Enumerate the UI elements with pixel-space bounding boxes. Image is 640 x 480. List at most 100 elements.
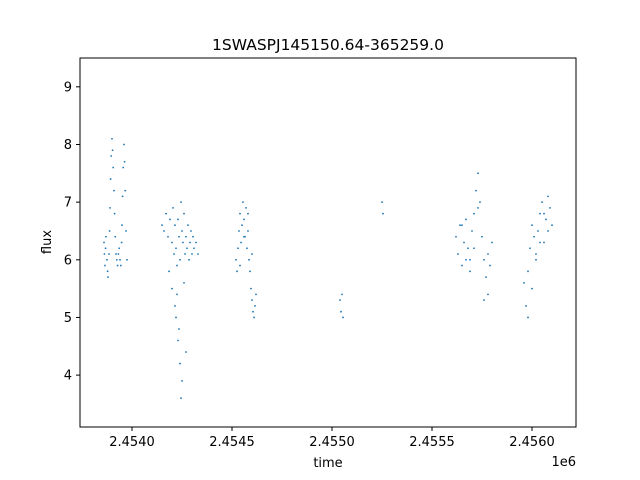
x-tick-label: 2.4550 xyxy=(309,435,355,450)
data-point xyxy=(523,281,525,284)
data-point xyxy=(109,178,112,180)
data-point xyxy=(250,287,252,290)
data-point xyxy=(235,258,237,261)
data-point xyxy=(237,247,239,250)
data-point xyxy=(108,253,110,255)
data-point xyxy=(123,143,125,146)
data-point xyxy=(183,281,185,284)
data-point xyxy=(176,293,178,296)
data-point xyxy=(525,305,527,307)
y-axis-ticks: 4 5 6 7 8 9 xyxy=(64,80,80,384)
data-point xyxy=(124,189,127,192)
data-point xyxy=(241,224,243,227)
data-point xyxy=(176,264,178,267)
data-point xyxy=(246,247,248,250)
y-tick-label: 8 xyxy=(64,138,72,153)
data-point xyxy=(477,207,479,209)
data-point xyxy=(195,241,197,244)
data-point xyxy=(119,258,121,261)
data-point xyxy=(535,258,537,261)
y-axis-label: flux xyxy=(40,230,55,254)
data-point xyxy=(527,270,529,273)
data-point xyxy=(168,270,170,273)
data-point xyxy=(465,258,467,261)
data-point xyxy=(342,316,344,319)
data-point xyxy=(533,235,535,238)
data-point xyxy=(172,207,174,209)
x-tick-label: 2.4545 xyxy=(209,435,255,450)
data-point xyxy=(120,241,123,244)
data-point xyxy=(461,224,463,227)
data-point xyxy=(191,253,193,255)
data-point xyxy=(382,212,384,215)
data-point xyxy=(539,241,541,244)
data-point xyxy=(185,235,187,238)
data-point xyxy=(189,241,191,244)
data-point xyxy=(477,172,479,175)
x-axis-label: time xyxy=(313,456,342,471)
data-point xyxy=(174,305,176,307)
y-tick-label: 6 xyxy=(64,253,72,268)
data-point xyxy=(551,224,553,227)
data-point xyxy=(535,253,537,255)
data-point xyxy=(111,137,113,140)
data-point xyxy=(340,310,342,313)
data-point xyxy=(115,253,117,255)
data-point xyxy=(253,316,255,319)
data-point xyxy=(479,201,481,204)
data-point xyxy=(547,230,549,232)
data-point xyxy=(117,253,120,255)
y-tick-label: 7 xyxy=(64,196,72,211)
data-point xyxy=(473,247,475,250)
data-point xyxy=(110,155,113,157)
data-point xyxy=(473,212,475,215)
data-point xyxy=(107,276,109,278)
data-point xyxy=(248,258,250,261)
data-point xyxy=(471,230,473,232)
data-point xyxy=(183,212,185,215)
data-point xyxy=(549,207,551,209)
data-point xyxy=(243,218,245,221)
data-point xyxy=(165,212,167,215)
data-point xyxy=(252,310,254,313)
data-point xyxy=(180,397,182,400)
plot-frame xyxy=(79,57,577,428)
data-point xyxy=(543,212,545,215)
data-point xyxy=(175,247,177,250)
y-tick-label: 9 xyxy=(64,80,72,95)
data-point xyxy=(177,218,179,221)
data-point xyxy=(541,201,543,204)
data-point xyxy=(113,189,115,192)
data-point xyxy=(126,258,128,261)
data-point xyxy=(527,316,529,319)
y-tick-label: 5 xyxy=(64,311,72,326)
data-point xyxy=(487,293,489,296)
data-point xyxy=(242,201,244,204)
data-point xyxy=(178,328,180,330)
data-point xyxy=(186,247,188,250)
data-point xyxy=(483,299,485,302)
data-point xyxy=(190,230,192,232)
data-point xyxy=(180,201,182,204)
data-point xyxy=(475,189,477,192)
data-point xyxy=(539,212,541,215)
data-point xyxy=(531,224,533,227)
data-point xyxy=(103,253,106,255)
data-point xyxy=(111,149,114,152)
data-point xyxy=(239,264,241,267)
data-point xyxy=(178,235,180,238)
data-point xyxy=(381,201,383,204)
data-point xyxy=(188,258,190,261)
data-point xyxy=(467,247,469,250)
data-point xyxy=(481,235,483,238)
data-point xyxy=(483,258,485,261)
data-point xyxy=(240,241,242,244)
data-point xyxy=(341,293,343,296)
x-tick-label: 2.4560 xyxy=(509,435,555,450)
data-point xyxy=(179,258,181,261)
y-tick-label: 4 xyxy=(64,369,72,384)
data-point xyxy=(238,230,240,232)
data-point xyxy=(463,241,465,244)
data-points xyxy=(103,137,553,400)
